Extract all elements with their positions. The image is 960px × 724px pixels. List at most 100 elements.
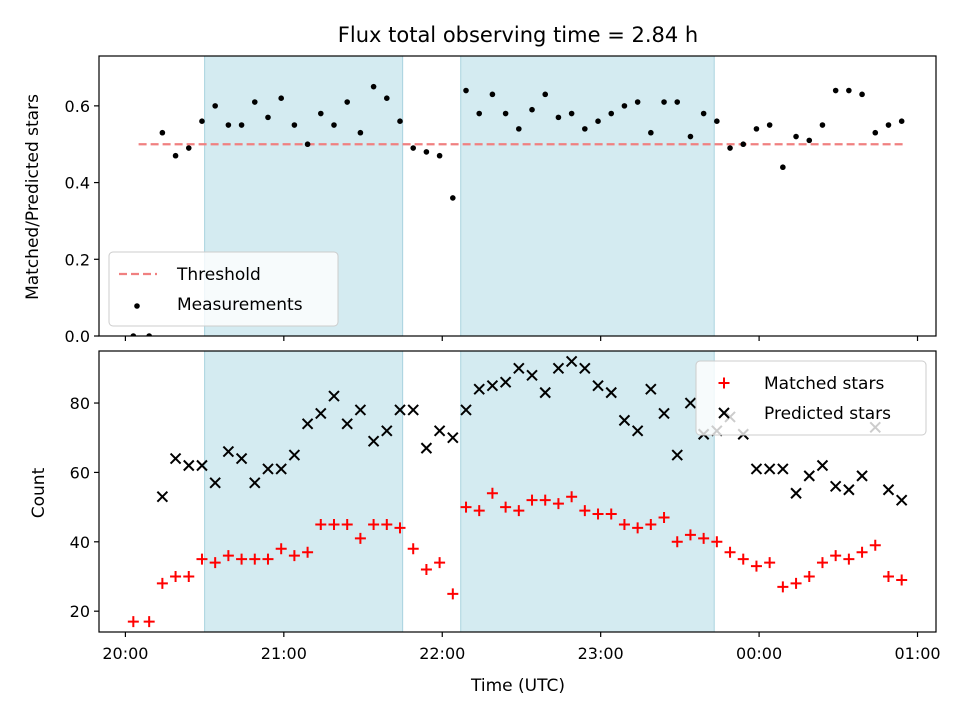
data-point — [700, 110, 707, 117]
data-point — [370, 83, 377, 90]
data-point — [856, 470, 868, 482]
legend: Matched stars Predicted stars — [695, 360, 927, 436]
data-point — [159, 129, 166, 136]
data-point — [582, 126, 588, 132]
data-point — [750, 463, 763, 475]
data-point — [513, 505, 525, 517]
data-point — [344, 99, 350, 105]
data-point — [526, 494, 538, 506]
y-tick-label: 40 — [70, 533, 90, 552]
data-point — [885, 122, 892, 128]
data-point — [803, 570, 815, 582]
data-point — [645, 518, 657, 530]
data-point — [447, 588, 459, 600]
data-point — [832, 87, 839, 94]
data-point — [568, 110, 575, 117]
data-point — [357, 129, 364, 136]
data-point — [486, 487, 498, 499]
data-point — [354, 532, 366, 544]
data-point — [896, 574, 908, 586]
data-point — [185, 145, 192, 151]
data-point — [278, 95, 284, 101]
data-point — [766, 122, 773, 128]
data-point — [790, 487, 802, 499]
data-point — [169, 452, 182, 465]
data-point — [777, 463, 789, 475]
data-point — [183, 459, 195, 472]
data-point — [489, 91, 496, 98]
legend-box — [108, 251, 339, 327]
data-point — [780, 164, 786, 171]
data-point — [526, 369, 538, 381]
data-point — [473, 505, 485, 517]
data-point — [265, 114, 271, 121]
data-point — [859, 91, 865, 98]
data-point — [476, 110, 483, 117]
chart-title: Flux total observing time = 2.84 h — [338, 23, 698, 47]
data-point — [566, 491, 578, 503]
y-tick-label: 60 — [70, 463, 90, 482]
data-point — [291, 122, 298, 128]
data-point — [143, 616, 155, 628]
data-point — [331, 122, 337, 128]
bottom-y-axis-label: Count — [29, 467, 49, 518]
y-tick-label: 0.6 — [65, 97, 90, 116]
data-point — [317, 110, 324, 117]
data-point — [354, 404, 367, 416]
legend-label: Matched stars — [764, 374, 884, 394]
data-point — [830, 550, 842, 562]
data-point — [516, 126, 522, 132]
x-axis-label: Time (UTC) — [470, 676, 565, 696]
data-point — [579, 362, 591, 375]
data-point — [829, 480, 842, 493]
data-point — [199, 118, 205, 125]
data-point — [684, 529, 696, 541]
data-point — [763, 463, 776, 475]
legend-box — [695, 360, 927, 436]
data-point — [513, 362, 525, 375]
data-point — [447, 432, 459, 444]
data-point — [777, 581, 789, 593]
legend-label: Predicted stars — [764, 404, 891, 424]
data-point — [222, 445, 235, 458]
y-tick-label: 0.2 — [65, 250, 90, 269]
y-tick-label: 0.0 — [65, 327, 90, 346]
data-point — [529, 106, 535, 113]
data-point — [872, 129, 879, 136]
bottom-panel: 20 40 60 80 20:00 21:00 22:00 23:00 00:00 01:00 Ma… — [70, 350, 941, 663]
data-point — [420, 442, 433, 454]
data-point — [895, 494, 908, 506]
data-point — [737, 553, 749, 565]
data-point — [539, 386, 551, 399]
data-point — [856, 546, 868, 558]
data-point — [420, 564, 432, 576]
data-point — [397, 118, 403, 125]
data-point — [803, 470, 815, 482]
data-point — [262, 463, 274, 475]
data-point — [592, 508, 604, 520]
data-point — [846, 87, 852, 94]
data-point — [714, 118, 720, 125]
data-point — [502, 110, 509, 117]
data-point — [304, 141, 311, 148]
x-tick-label: 21:00 — [261, 644, 307, 663]
data-point — [499, 376, 512, 388]
x-tick-label: 20:00 — [102, 644, 148, 663]
data-point — [407, 404, 419, 416]
data-point — [632, 522, 644, 534]
data-point — [288, 550, 300, 562]
data-point — [384, 95, 390, 101]
data-point — [170, 570, 182, 582]
data-point — [806, 137, 813, 144]
data-point — [687, 133, 694, 140]
data-point — [565, 355, 578, 368]
shaded-span-2 — [460, 351, 715, 632]
data-point — [236, 553, 248, 565]
data-point — [684, 397, 697, 409]
data-point — [843, 553, 855, 565]
data-point — [368, 518, 380, 530]
y-tick-label: 20 — [70, 602, 90, 621]
data-point — [634, 99, 641, 105]
data-point — [209, 477, 221, 489]
